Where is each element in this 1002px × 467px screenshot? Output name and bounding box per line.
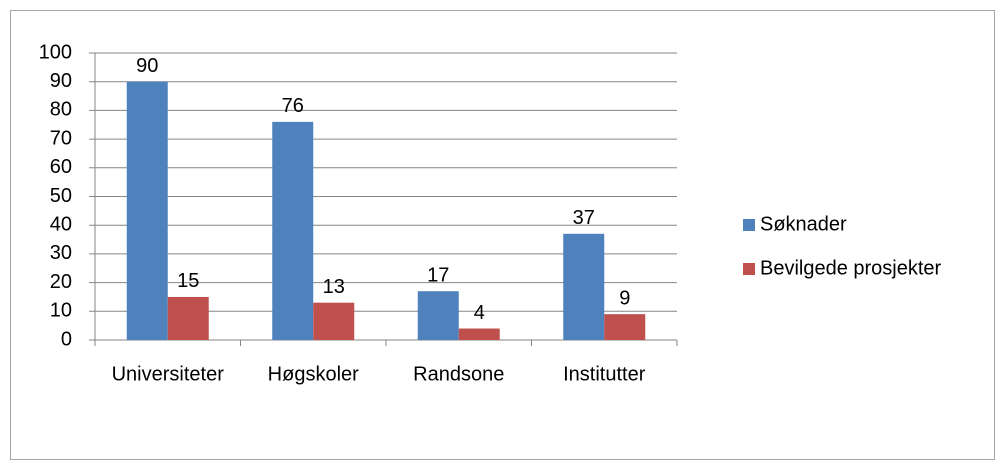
- legend-swatch: [743, 263, 755, 275]
- y-tick-label: 10: [50, 300, 72, 322]
- value-label: 76: [282, 95, 304, 117]
- y-tick-label: 60: [50, 156, 72, 178]
- value-label: 37: [573, 207, 595, 229]
- bar: [458, 328, 500, 340]
- bar: [167, 296, 209, 340]
- y-tick-label: 20: [50, 271, 72, 293]
- bar: [417, 291, 459, 340]
- bar: [272, 121, 314, 340]
- y-tick-label: 0: [61, 328, 72, 350]
- value-label: 4: [474, 302, 485, 324]
- bar: [126, 81, 168, 340]
- legend-label: Bevilgede prosjekter: [760, 257, 942, 279]
- y-tick-label: 90: [50, 70, 72, 92]
- value-label: 9: [619, 287, 630, 309]
- x-tick-label: Institutter: [563, 363, 646, 385]
- x-tick-label: Høgskoler: [268, 363, 359, 385]
- y-tick-label: 30: [50, 242, 72, 264]
- value-label: 17: [427, 264, 449, 286]
- y-tick-label: 70: [50, 127, 72, 149]
- legend-label: Søknader: [760, 213, 847, 235]
- y-tick-label: 100: [39, 41, 72, 63]
- x-tick-label: Randsone: [413, 363, 504, 385]
- value-label: 15: [177, 270, 199, 292]
- bar: [604, 314, 646, 340]
- value-label: 13: [323, 276, 345, 298]
- bar: [563, 233, 605, 340]
- legend-swatch: [743, 219, 755, 231]
- y-tick-label: 40: [50, 213, 72, 235]
- value-label: 90: [136, 55, 158, 77]
- chart-frame: [10, 10, 995, 460]
- x-tick-label: Universiteter: [112, 363, 225, 385]
- y-tick-label: 80: [50, 99, 72, 121]
- bar: [313, 302, 355, 340]
- y-tick-label: 50: [50, 185, 72, 207]
